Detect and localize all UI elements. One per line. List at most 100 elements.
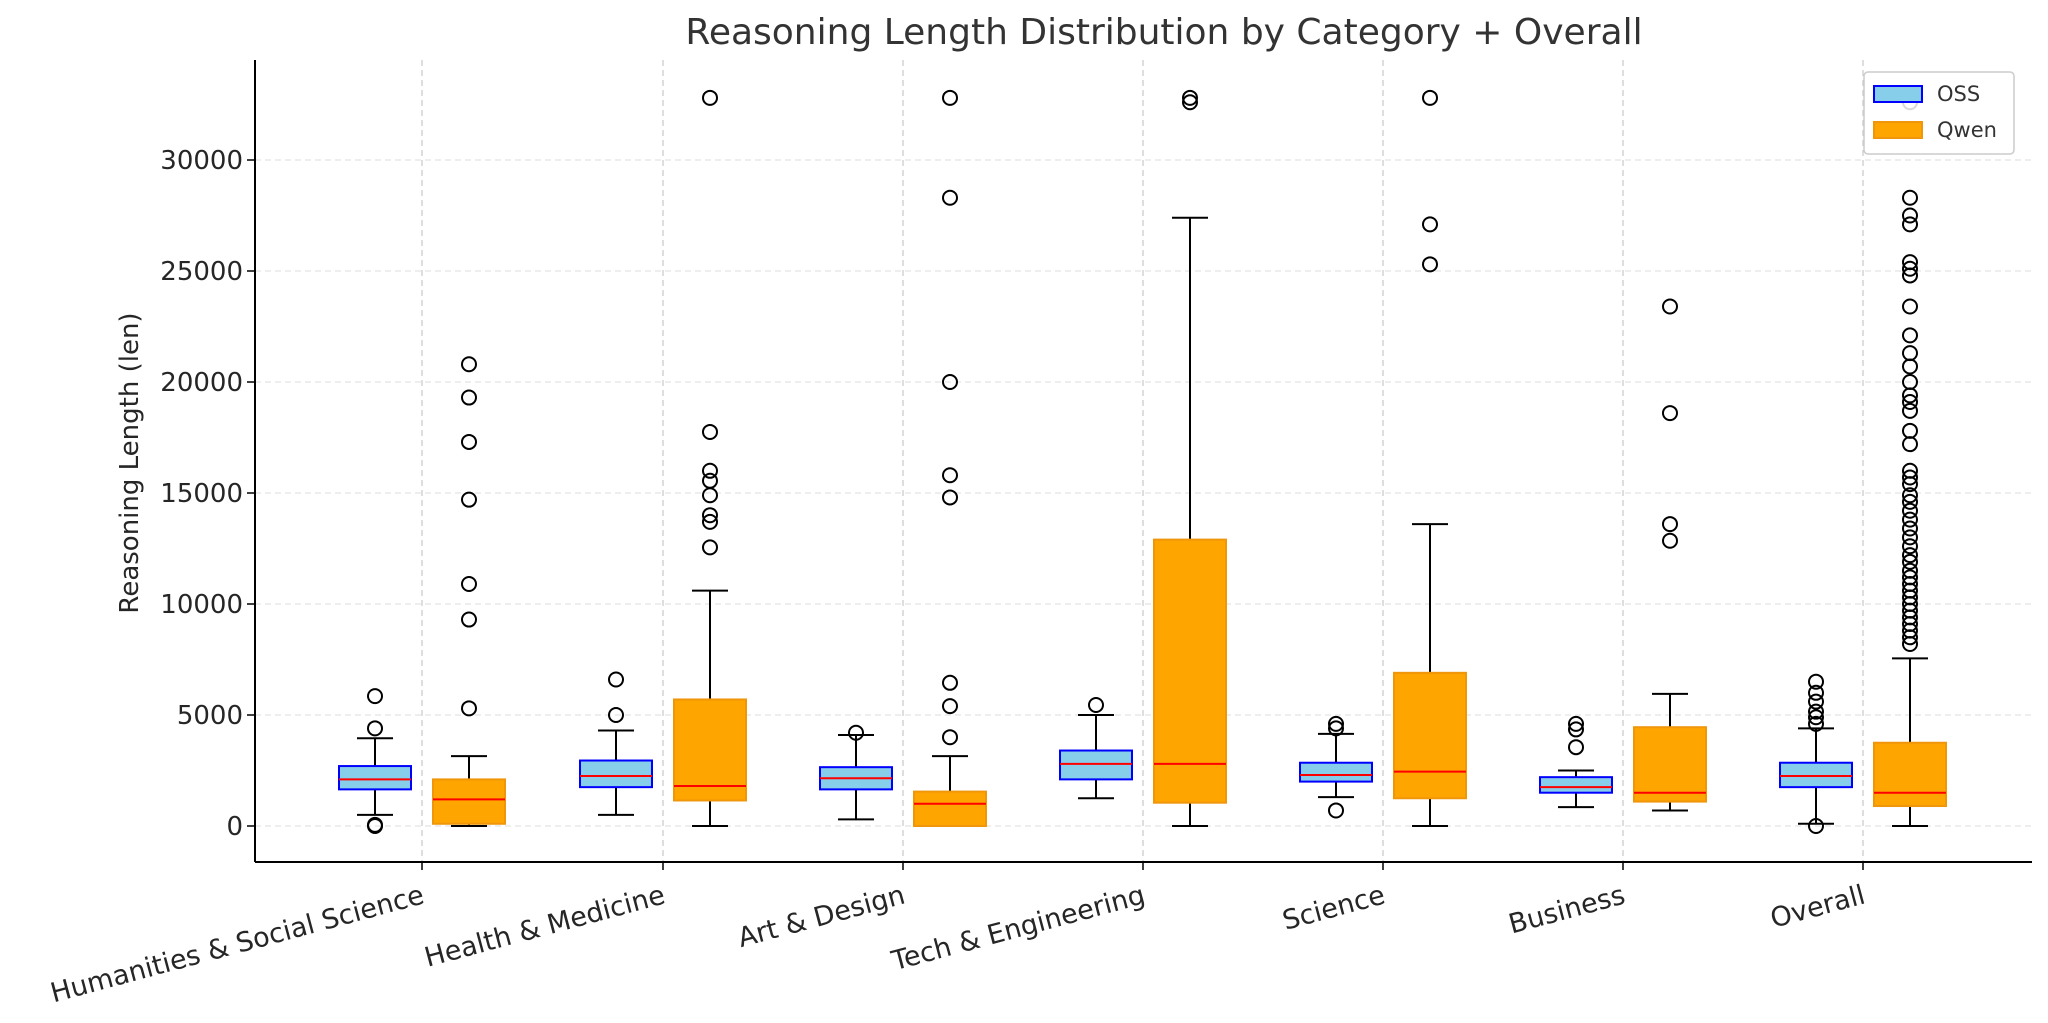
outlier-point bbox=[461, 576, 477, 593]
outlier-point bbox=[461, 491, 477, 508]
outlier-point bbox=[1902, 358, 1918, 375]
x-tick-label: Health & Medicine bbox=[421, 880, 668, 974]
outlier-point bbox=[1902, 635, 1918, 652]
outlier-point bbox=[608, 707, 624, 723]
x-tick-label: Tech & Engineering bbox=[888, 880, 1149, 978]
box-iqr bbox=[432, 778, 506, 825]
outlier-point bbox=[1902, 476, 1918, 493]
box-qwen-5 bbox=[1633, 298, 1707, 812]
box-qwen-4 bbox=[1393, 89, 1467, 827]
legend: OSS Qwen bbox=[1863, 71, 2015, 155]
outlier-point bbox=[1568, 715, 1584, 732]
outlier-point bbox=[1902, 547, 1918, 564]
outlier-point bbox=[1808, 715, 1824, 732]
box-iqr bbox=[1059, 749, 1133, 781]
category-separators bbox=[421, 60, 1864, 862]
outlier-point bbox=[1328, 720, 1344, 737]
outlier-point bbox=[1422, 89, 1438, 106]
outlier-point bbox=[1902, 207, 1918, 224]
box-oss-4 bbox=[1299, 715, 1373, 819]
box-iqr bbox=[1633, 726, 1707, 803]
outlier-point bbox=[702, 487, 718, 504]
box-qwen-1 bbox=[673, 89, 747, 827]
outlier-point bbox=[702, 507, 718, 524]
gridlines bbox=[255, 159, 2032, 827]
outlier-point bbox=[1902, 216, 1918, 233]
outlier-point bbox=[1902, 487, 1918, 504]
outlier-point bbox=[1088, 697, 1104, 714]
outlier-point bbox=[1568, 721, 1584, 738]
outlier-point bbox=[1808, 673, 1824, 690]
outlier-point bbox=[1902, 520, 1918, 537]
box-oss-3 bbox=[1059, 697, 1133, 800]
legend-swatch-oss bbox=[1873, 85, 1923, 103]
outlier-point bbox=[848, 724, 864, 741]
y-tick-label: 15000 bbox=[160, 479, 243, 509]
box-iqr bbox=[579, 759, 653, 789]
outlier-point bbox=[1328, 802, 1344, 819]
outlier-point bbox=[1902, 469, 1918, 486]
outlier-point bbox=[461, 700, 477, 717]
box-series bbox=[338, 89, 1947, 834]
x-tick-label: Business bbox=[1505, 880, 1628, 941]
outlier-point bbox=[1808, 709, 1824, 726]
box-qwen-0 bbox=[432, 356, 506, 827]
outlier-point bbox=[1422, 216, 1438, 233]
outlier-point bbox=[461, 611, 477, 628]
box-iqr bbox=[338, 765, 412, 791]
box-iqr bbox=[1873, 741, 1947, 808]
x-tick-label: Overall bbox=[1767, 880, 1868, 935]
outlier-point bbox=[702, 423, 718, 440]
outlier-point bbox=[1902, 327, 1918, 344]
y-tick-label: 30000 bbox=[160, 146, 243, 176]
y-tick-label: 5000 bbox=[177, 701, 243, 731]
outlier-point bbox=[1808, 684, 1824, 701]
outlier-point bbox=[367, 818, 383, 834]
box-oss-6 bbox=[1779, 673, 1853, 834]
outlier-point bbox=[1808, 703, 1824, 720]
box-oss-5 bbox=[1539, 715, 1613, 809]
box-iqr bbox=[673, 698, 747, 802]
outlier-point bbox=[702, 472, 718, 489]
legend-swatch-qwen bbox=[1873, 121, 1923, 139]
x-tick-label: Science bbox=[1279, 880, 1388, 937]
box-iqr bbox=[1393, 671, 1467, 800]
chart-title: Reasoning Length Distribution by Categor… bbox=[685, 12, 1642, 53]
box-oss-0 bbox=[338, 688, 412, 834]
outlier-point bbox=[1902, 402, 1918, 419]
legend-label-oss: OSS bbox=[1937, 82, 1980, 106]
box-iqr bbox=[1779, 761, 1853, 789]
box-iqr bbox=[1539, 776, 1613, 794]
outlier-point bbox=[702, 539, 718, 556]
outlier-point bbox=[367, 688, 383, 705]
outlier-point bbox=[461, 433, 477, 450]
outlier-point bbox=[1808, 693, 1824, 710]
outlier-point bbox=[1662, 405, 1678, 422]
outlier-point bbox=[942, 189, 958, 206]
outlier-point bbox=[1902, 436, 1918, 453]
outlier-point bbox=[1182, 94, 1198, 111]
outlier-point bbox=[942, 729, 958, 746]
outlier-point bbox=[1808, 818, 1824, 834]
outlier-point bbox=[1902, 529, 1918, 546]
outlier-point bbox=[942, 467, 958, 484]
outlier-point bbox=[608, 671, 624, 688]
outlier-point bbox=[1568, 739, 1584, 756]
y-axis-label: Reasoning Length (len) bbox=[115, 312, 145, 613]
outlier-point bbox=[1662, 298, 1678, 315]
outlier-point bbox=[702, 462, 718, 479]
outlier-point bbox=[1662, 532, 1678, 549]
outlier-point bbox=[942, 674, 958, 691]
box-qwen-3 bbox=[1153, 89, 1227, 827]
outlier-point bbox=[1902, 393, 1918, 410]
y-ticks: 0 5000 10000 15000 20000 25000 30000 bbox=[160, 146, 255, 842]
box-oss-1 bbox=[579, 671, 653, 816]
outlier-point bbox=[1902, 260, 1918, 277]
outlier-point bbox=[1902, 502, 1918, 519]
outlier-point bbox=[1902, 538, 1918, 555]
x-tick-label: Humanities & Social Science bbox=[47, 880, 427, 1010]
outlier-point bbox=[461, 389, 477, 406]
x-tick-label: Art & Design bbox=[735, 880, 909, 954]
box-qwen-6 bbox=[1873, 94, 1947, 827]
